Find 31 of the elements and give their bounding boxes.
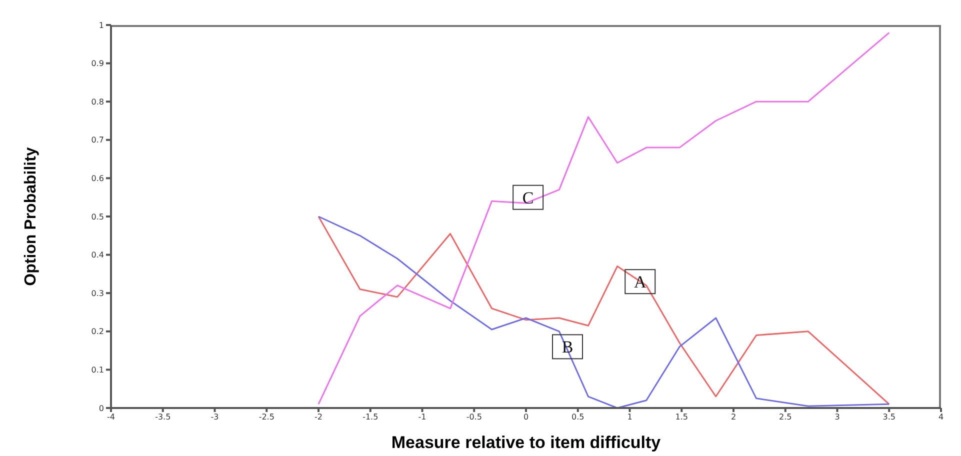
x-tick-label: 1: [627, 412, 632, 422]
x-tick-label: 2: [730, 412, 736, 422]
x-tick-label: -3.5: [155, 412, 171, 422]
x-tick-label: 0: [523, 412, 529, 422]
x-tick-label: -4: [107, 412, 115, 422]
line-series: [318, 32, 890, 405]
y-tick-label: 1: [98, 20, 104, 30]
y-tick-label: 0.3: [91, 288, 104, 298]
x-tick-label: 1.5: [675, 412, 688, 422]
x-tick-label: -3: [210, 412, 219, 422]
y-tick-label: 0.8: [91, 97, 104, 106]
y-axis-title: Option Probability: [22, 147, 40, 286]
y-tick-label: 0.9: [91, 59, 104, 68]
y-tick-label: 0.2: [91, 327, 104, 336]
y-tick-label: 0.1: [91, 366, 104, 375]
x-tick-label: 3.5: [882, 412, 896, 422]
x-tick-label: 0.5: [572, 412, 584, 422]
y-tick-label: 0: [98, 404, 104, 413]
x-tick-label: 4: [938, 412, 944, 422]
y-tick-label: 0.5: [91, 212, 104, 222]
x-tick-label: 3: [834, 412, 840, 422]
x-axis-title: Measure relative to item difficulty: [391, 433, 662, 452]
x-tick-label: 2.5: [779, 412, 792, 422]
y-tick-label: 0.7: [91, 136, 104, 145]
x-tick-label: -2.5: [258, 412, 274, 422]
x-tick-label: -1: [418, 412, 426, 422]
y-tick-label: 0.6: [91, 174, 104, 184]
y-tick-label: 0.4: [91, 250, 104, 260]
x-tick-label: -2: [314, 412, 322, 422]
x-tick-label: -0.5: [466, 412, 482, 422]
x-tick-label: -1.5: [362, 412, 378, 422]
